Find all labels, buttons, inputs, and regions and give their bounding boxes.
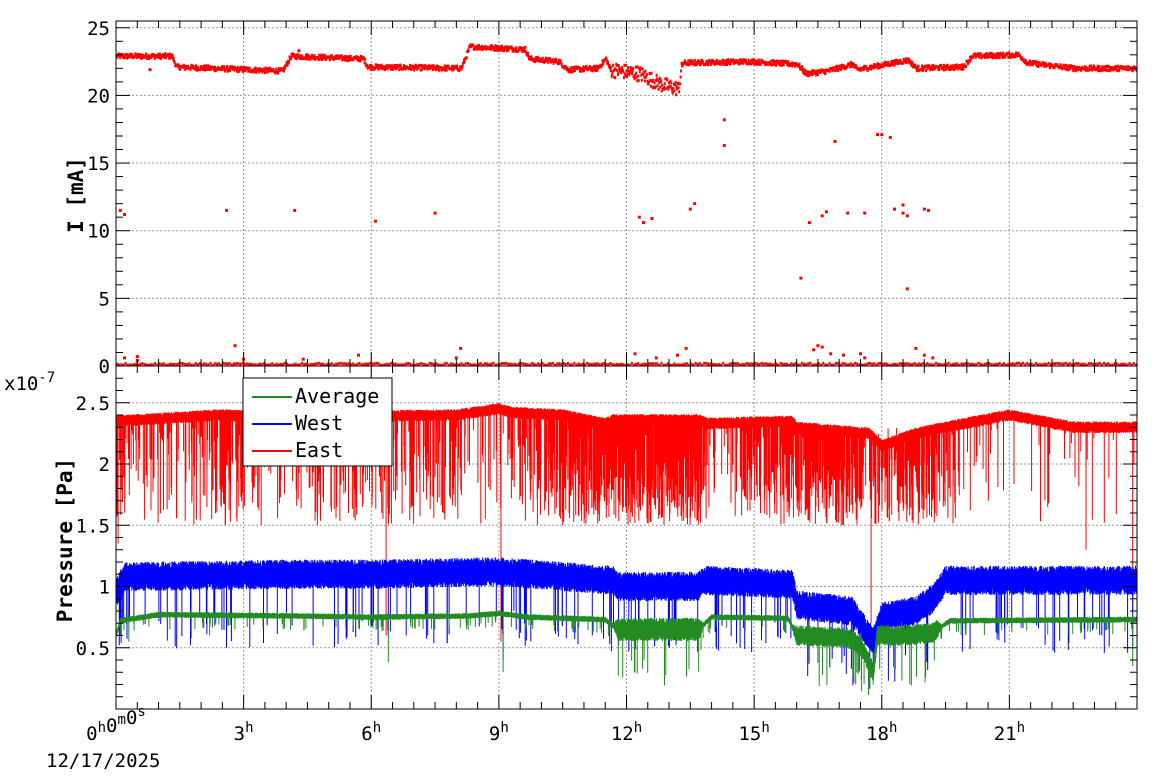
legend-label-average: Average <box>295 384 379 408</box>
current-outlier-point-52 <box>914 346 918 350</box>
current-y-tick-label-1: 5 <box>99 288 110 310</box>
current-outlier-point-28 <box>901 211 905 215</box>
current-outlier-point-34 <box>123 356 126 360</box>
current-outlier-point-54 <box>931 356 935 360</box>
current-outlier-point-10 <box>637 215 641 219</box>
pressure-y-tick-label-4: 2.5 <box>76 393 110 415</box>
current-outlier-point-4 <box>233 344 237 348</box>
current-panel: 0 5 10 15 20 25 I [mA] <box>64 18 1138 378</box>
time-x-tick-label-7: 21h <box>994 720 1025 745</box>
current-outlier-point-6 <box>297 49 301 53</box>
current-outlier-point-44 <box>684 346 688 350</box>
pressure-y-tick-label-0: 0.5 <box>76 638 110 660</box>
time-x-ticks: 0h0m0s 3h 6h 9h 12h 15h 18h 21h <box>86 704 1025 745</box>
current-outlier-point-14 <box>693 202 697 206</box>
current-y-tick-label-5: 25 <box>87 18 110 40</box>
current-outlier-point-3 <box>225 208 229 212</box>
legend-label-east: East <box>295 438 343 462</box>
time-x-tick-label-3: 9h <box>489 720 509 745</box>
current-outlier-point-5 <box>293 208 297 212</box>
current-outlier-point-0 <box>118 208 122 212</box>
time-x-tick-label-5: 15h <box>738 720 769 745</box>
current-outlier-point-19 <box>820 214 824 218</box>
current-outlier-point-30 <box>905 214 909 218</box>
current-outlier-point-41 <box>633 352 637 356</box>
current-outlier-point-32 <box>922 207 926 211</box>
current-outlier-point-12 <box>650 217 654 220</box>
pressure-y-tick-label-1: 1 <box>99 577 110 599</box>
current-y-tick-label-3: 15 <box>87 153 110 175</box>
pressure-series-west <box>116 557 1137 689</box>
current-outlier-point-11 <box>642 221 645 225</box>
time-x-tick-label-6: 18h <box>866 720 897 745</box>
current-outlier-point-27 <box>893 207 896 211</box>
current-outlier-point-21 <box>833 139 837 143</box>
current-outlier-point-40 <box>454 356 458 360</box>
current-outlier-point-16 <box>722 144 726 147</box>
current-outlier-point-1 <box>123 213 126 216</box>
current-outlier-point-2 <box>148 68 152 72</box>
pressure-y-tick-label-2: 1.5 <box>76 515 110 537</box>
current-outlier-point-42 <box>654 356 658 360</box>
current-outlier-point-47 <box>820 345 824 349</box>
current-y-tick-label-0: 0 <box>99 356 110 378</box>
current-outlier-point-29 <box>901 203 905 207</box>
pressure-series-average <box>116 610 1137 695</box>
current-outlier-point-49 <box>842 353 845 357</box>
current-y-ticks: 0 5 10 15 20 25 <box>87 18 1137 378</box>
current-outlier-point-25 <box>880 133 884 137</box>
current-outlier-point-51 <box>863 356 867 360</box>
current-outlier-point-33 <box>927 208 930 212</box>
current-outlier-point-26 <box>888 135 892 139</box>
time-x-tick-label-1: 3h <box>234 720 254 745</box>
current-outlier-point-23 <box>863 211 867 215</box>
current-outlier-point-7 <box>374 219 377 223</box>
pressure-y-axis-label: Pressure [Pa] <box>53 458 77 622</box>
legend-label-west: West <box>295 411 343 435</box>
pressure-y-ticks: 0.5 1 1.5 2 2.5 <box>76 377 1137 698</box>
pressure-y-multiplier: x10-7 <box>4 370 55 395</box>
current-outlier-point-24 <box>876 133 879 137</box>
time-x-tick-label-2: 6h <box>361 720 381 745</box>
current-outlier-point-38 <box>301 357 305 361</box>
current-outlier-point-43 <box>676 353 679 357</box>
current-outlier-point-9 <box>459 346 463 350</box>
current-y-tick-label-2: 10 <box>87 221 110 243</box>
current-outlier-point-13 <box>688 207 692 211</box>
current-outlier-point-46 <box>816 344 820 348</box>
current-main-band <box>116 43 1137 97</box>
current-outlier-point-31 <box>905 287 909 291</box>
current-y-axis-label: I [mA] <box>64 157 88 233</box>
current-outlier-point-22 <box>846 211 850 215</box>
current-outlier-point-53 <box>922 353 926 357</box>
current-outlier-point-18 <box>807 221 811 225</box>
current-outlier-point-48 <box>829 352 833 356</box>
current-outlier-point-50 <box>859 352 862 356</box>
current-outlier-point-35 <box>135 355 139 358</box>
current-y-tick-label-4: 20 <box>87 85 110 107</box>
current-outlier-point-45 <box>812 348 816 352</box>
legend: Average West East <box>242 377 393 467</box>
time-x-tick-label-0: 0h0m0s <box>86 704 146 745</box>
current-outlier-point-17 <box>799 276 803 280</box>
current-outlier-point-8 <box>433 211 437 215</box>
time-x-tick-label-4: 12h <box>611 720 642 745</box>
current-outlier-point-20 <box>824 210 828 214</box>
current-gridlines <box>116 21 1137 366</box>
pressure-y-tick-label-3: 2 <box>99 454 110 476</box>
current-outlier-point-39 <box>357 353 360 357</box>
current-outlier-point-15 <box>722 118 726 122</box>
pressure-panel: 0.5 1 1.5 2 2.5 0h0m0s 3h 6h 9h 12h 15h 18h 21h Pre… <box>4 365 1138 772</box>
x-axis-date-label: 12/17/2025 <box>46 750 160 772</box>
